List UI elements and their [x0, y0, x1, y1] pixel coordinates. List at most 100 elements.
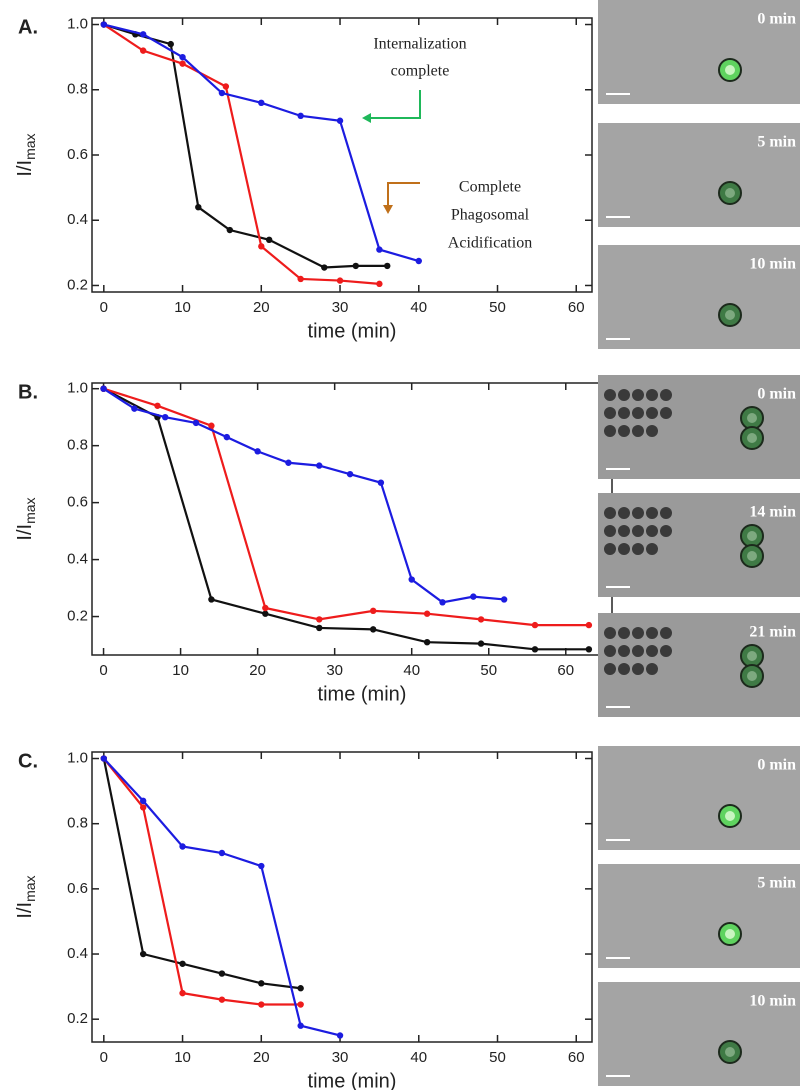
x-tick-label: 0 — [99, 662, 107, 679]
particle — [618, 543, 630, 555]
annotation: Acidification — [448, 235, 532, 252]
data-point — [336, 277, 344, 284]
y-tick-label: 0.6 — [67, 494, 88, 511]
time-label: 14 min — [749, 504, 796, 521]
particle — [646, 663, 658, 675]
micrograph — [598, 0, 800, 104]
particle — [646, 507, 658, 519]
particle — [604, 663, 616, 675]
data-point — [377, 479, 385, 486]
particle — [618, 627, 630, 639]
x-tick-label: 0 — [100, 1049, 108, 1066]
particle — [604, 389, 616, 401]
data-point — [208, 422, 215, 429]
data-point — [369, 607, 377, 615]
data-point — [297, 112, 304, 120]
cell-core — [747, 433, 757, 443]
data-point — [131, 405, 138, 412]
particle — [604, 425, 616, 437]
particle — [660, 389, 672, 401]
time-label: 5 min — [757, 134, 796, 151]
x-tick-label: 20 — [253, 299, 270, 316]
cell-core — [725, 65, 735, 75]
micrograph — [598, 375, 800, 479]
particle — [604, 525, 616, 537]
x-tick-label: 60 — [557, 662, 574, 679]
data-point — [369, 626, 377, 633]
data-point — [297, 275, 304, 283]
series-line — [102, 757, 301, 1006]
x-tick-label: 40 — [410, 299, 427, 316]
micrograph — [598, 613, 800, 717]
data-point — [321, 264, 328, 271]
x-tick-label: 10 — [172, 662, 189, 679]
data-point — [477, 616, 485, 623]
particle — [660, 407, 672, 419]
data-point — [258, 99, 265, 107]
particle — [660, 627, 672, 639]
data-point — [376, 280, 383, 288]
x-tick-label: 10 — [174, 1049, 191, 1066]
data-point — [161, 413, 169, 421]
annotation: Complete — [459, 179, 521, 196]
y-axis-title-sub: max — [22, 875, 38, 901]
x-tick-label: 50 — [489, 1049, 506, 1066]
data-point — [423, 638, 431, 646]
series-line — [103, 387, 589, 627]
x-axis-title: time (min) — [308, 1070, 397, 1090]
data-point — [531, 621, 539, 629]
micrograph — [598, 864, 800, 968]
data-point — [139, 950, 147, 958]
y-tick-label: 0.2 — [67, 276, 88, 293]
y-axis-title: I/Imax — [14, 133, 37, 176]
x-tick-label: 50 — [480, 662, 497, 679]
annotation-arrow — [387, 182, 420, 208]
particle — [646, 645, 658, 657]
data-point — [285, 459, 292, 466]
x-tick-label: 20 — [249, 662, 266, 679]
particle — [604, 543, 616, 555]
data-point — [100, 755, 108, 762]
particle — [604, 507, 616, 519]
particle — [632, 389, 644, 401]
panel-label: C. — [18, 750, 38, 772]
time-label: 21 min — [749, 624, 796, 641]
data-point — [500, 596, 508, 603]
plot-frame — [91, 751, 593, 1043]
time-label: 5 min — [757, 875, 796, 892]
particle — [618, 407, 630, 419]
x-tick-label: 40 — [403, 662, 420, 679]
panel-label: B. — [18, 381, 38, 403]
data-point — [316, 624, 323, 632]
time-label: 10 min — [749, 993, 796, 1010]
annotation: Internalization — [373, 36, 466, 53]
data-point — [531, 646, 539, 653]
y-tick-label: 1.0 — [67, 749, 88, 766]
particle — [632, 543, 644, 555]
x-tick-label: 60 — [568, 299, 585, 316]
x-tick-label: 10 — [174, 299, 191, 316]
data-point — [585, 621, 593, 629]
particle — [618, 525, 630, 537]
particle — [632, 425, 644, 437]
data-point — [179, 53, 186, 61]
data-point — [585, 646, 593, 653]
particle — [646, 627, 658, 639]
particle — [632, 525, 644, 537]
series-line — [102, 758, 301, 990]
series-line — [103, 757, 341, 1037]
data-point — [195, 203, 202, 211]
x-tick-label: 50 — [489, 299, 506, 316]
data-point — [384, 262, 391, 270]
series-line — [103, 387, 589, 651]
y-tick-label: 0.6 — [67, 880, 88, 897]
data-point — [139, 804, 147, 811]
data-point — [258, 862, 265, 870]
data-point — [316, 616, 323, 623]
data-point — [297, 985, 304, 992]
data-point — [352, 262, 359, 270]
particle — [632, 407, 644, 419]
y-tick-label: 0.8 — [67, 437, 88, 454]
series-line — [103, 23, 420, 263]
annotation: Phagosomal — [451, 207, 530, 224]
